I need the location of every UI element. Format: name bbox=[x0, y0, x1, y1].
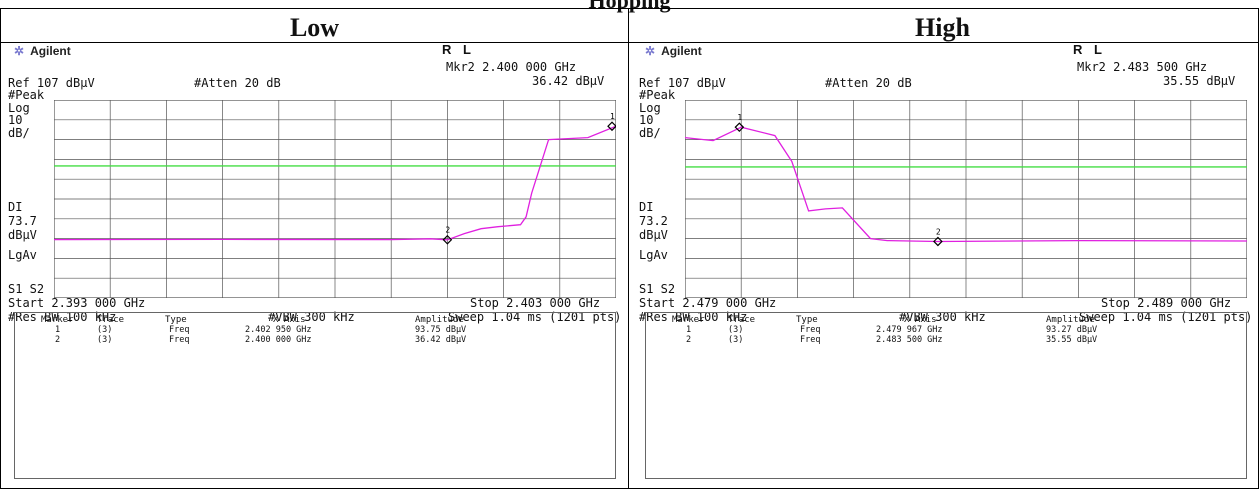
brand-label: ✲ Agilent bbox=[645, 44, 702, 58]
marker-table-cell: Freq bbox=[169, 325, 190, 335]
sweep-state: S1 S2 bbox=[8, 282, 45, 296]
marker-table-header: Marker bbox=[41, 315, 74, 325]
rl-indicator: R L bbox=[1073, 42, 1106, 57]
analyzer-screenshot-low: ✲ Agilent R L Mkr2 2.400 000 GHz 36.42 dBμV R… bbox=[6, 42, 622, 479]
marker-diamond-1 bbox=[734, 122, 745, 133]
marker-frequency-readout: Mkr2 2.400 000 GHz bbox=[446, 60, 577, 74]
detector-peak: #Peak bbox=[639, 88, 676, 102]
marker-table-cell: 2.479 967 GHz bbox=[876, 325, 943, 335]
marker-table-header: Trace bbox=[728, 315, 756, 325]
scale-ten: 10 bbox=[639, 113, 654, 127]
averaging-label: LgAv bbox=[639, 248, 668, 262]
marker-table-header: X Axis bbox=[904, 315, 937, 325]
brand-text: Agilent bbox=[30, 44, 71, 58]
page-title: Hopping bbox=[588, 0, 671, 13]
header-divider bbox=[1, 42, 1258, 43]
marker-frequency-readout: Mkr2 2.483 500 GHz bbox=[1077, 60, 1208, 74]
marker-table-cell: (3) bbox=[97, 325, 113, 335]
sweep-time: Sweep 1.04 ms (1201 pts) bbox=[1079, 310, 1253, 324]
marker-table-cell: Freq bbox=[169, 335, 190, 345]
marker-table-header: Type bbox=[165, 315, 187, 325]
attenuation: #Atten 20 dB bbox=[825, 76, 912, 90]
display-line-unit: dBμV bbox=[639, 228, 668, 242]
resolution-bandwidth: #Res BW 100 kHz bbox=[639, 310, 748, 324]
video-bandwidth: #VBW 300 kHz bbox=[899, 310, 986, 324]
spectrum-trace bbox=[685, 126, 1247, 243]
display-line-label: DI bbox=[639, 200, 654, 214]
marker-label-2: 2 bbox=[936, 227, 941, 236]
display-line-unit: dBμV bbox=[8, 228, 37, 242]
analyzer-screenshot-high: ✲ Agilent R L Mkr2 2.483 500 GHz 35.55 dBμV R… bbox=[637, 42, 1253, 479]
resolution-bandwidth: #Res BW 100 kHz bbox=[8, 310, 117, 324]
marker-table-header: Trace bbox=[97, 315, 125, 325]
rl-indicator: R L bbox=[442, 42, 475, 57]
marker-table-cell: 2.483 500 GHz bbox=[876, 335, 943, 345]
marker-table-header: Marker bbox=[672, 315, 705, 325]
marker-table-header: Type bbox=[796, 315, 818, 325]
marker-diamond-1 bbox=[607, 121, 616, 132]
marker-amplitude-readout: 35.55 dBμV bbox=[1163, 74, 1236, 88]
averaging-label: LgAv bbox=[8, 248, 37, 262]
marker-diamond-2 bbox=[442, 234, 453, 245]
sweep-time: Sweep 1.04 ms (1201 pts) bbox=[448, 310, 622, 324]
marker-table-cell: (3) bbox=[728, 335, 744, 345]
marker-table-cell: Freq bbox=[800, 325, 821, 335]
brand-text: Agilent bbox=[661, 44, 702, 58]
agilent-star-icon: ✲ bbox=[645, 44, 656, 58]
video-bandwidth: #VBW 300 kHz bbox=[268, 310, 355, 324]
marker-table-cell: 2 bbox=[55, 335, 61, 345]
sweep-state: S1 S2 bbox=[639, 282, 676, 296]
marker-table-cell: (3) bbox=[97, 335, 113, 345]
detector-peak: #Peak bbox=[8, 88, 45, 102]
spectrum-trace bbox=[54, 125, 616, 241]
spectrum-plot: 12 bbox=[54, 100, 616, 298]
agilent-star-icon: ✲ bbox=[14, 44, 25, 58]
column-heading-high: High bbox=[915, 13, 970, 42]
display-line-value: 73.7 bbox=[8, 214, 37, 228]
marker-table-header: Amplitude bbox=[1046, 315, 1095, 325]
marker-table-cell: 2 bbox=[686, 335, 692, 345]
marker-table-header: Amplitude bbox=[415, 315, 464, 325]
stop-frequency: Stop 2.403 000 GHz bbox=[470, 296, 601, 310]
reference-level: Ref 107 dBμV bbox=[639, 76, 726, 90]
display-line-value: 73.2 bbox=[639, 214, 668, 228]
scale-db-div: dB/ bbox=[8, 126, 30, 140]
marker-table-cell: 1 bbox=[686, 325, 692, 335]
marker-table-cell: (3) bbox=[728, 325, 744, 335]
marker-table-cell: 93.27 dBμV bbox=[1046, 325, 1098, 335]
marker-table-cell: 1 bbox=[55, 325, 61, 335]
marker-table-cell: 36.42 dBμV bbox=[415, 335, 467, 345]
scale-db-div: dB/ bbox=[639, 126, 661, 140]
spectrum-plot: 12 bbox=[685, 100, 1247, 298]
marker-table-cell: Freq bbox=[800, 335, 821, 345]
start-frequency: Start 2.393 000 GHz bbox=[8, 296, 146, 310]
brand-label: ✲ Agilent bbox=[14, 44, 71, 58]
column-divider bbox=[628, 9, 629, 488]
scale-log: Log bbox=[8, 101, 30, 115]
marker-label-1: 1 bbox=[737, 113, 742, 122]
display-line-label: DI bbox=[8, 200, 23, 214]
marker-label-1: 1 bbox=[610, 112, 615, 121]
marker-table-header: X Axis bbox=[273, 315, 306, 325]
stop-frequency: Stop 2.489 000 GHz bbox=[1101, 296, 1232, 310]
column-heading-low: Low bbox=[289, 13, 340, 42]
marker-table-cell: 93.75 dBμV bbox=[415, 325, 467, 335]
marker-label-2: 2 bbox=[445, 226, 450, 235]
scale-log: Log bbox=[639, 101, 661, 115]
start-frequency: Start 2.479 000 GHz bbox=[639, 296, 777, 310]
marker-diamond-2 bbox=[933, 236, 943, 247]
attenuation: #Atten 20 dB bbox=[194, 76, 281, 90]
marker-table-cell: 35.55 dBμV bbox=[1046, 335, 1098, 345]
marker-table: Marker Trace Type X Axis Amplitude 1 (3) Freq 2.… bbox=[14, 312, 616, 479]
scale-ten: 10 bbox=[8, 113, 23, 127]
marker-amplitude-readout: 36.42 dBμV bbox=[532, 74, 605, 88]
reference-level: Ref 107 dBμV bbox=[8, 76, 95, 90]
marker-table-cell: 2.402 950 GHz bbox=[245, 325, 312, 335]
marker-table: Marker Trace Type X Axis Amplitude 1 (3) Freq 2.… bbox=[645, 312, 1247, 479]
marker-table-cell: 2.400 000 GHz bbox=[245, 335, 312, 345]
